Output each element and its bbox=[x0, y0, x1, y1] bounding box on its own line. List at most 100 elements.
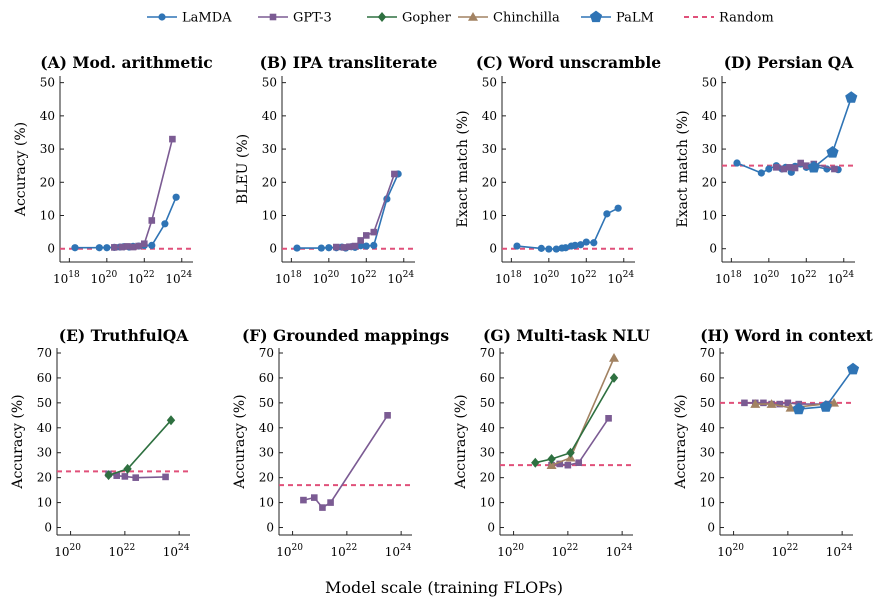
data-point bbox=[124, 243, 131, 250]
legend-label: GPT-3 bbox=[293, 11, 332, 26]
series-line bbox=[516, 207, 619, 250]
y-tick-label: 30 bbox=[480, 446, 495, 460]
y-tick-label: 70 bbox=[480, 346, 495, 360]
series-gopher bbox=[104, 415, 176, 481]
legend-marker bbox=[589, 10, 603, 23]
y-tick-label: 20 bbox=[480, 471, 495, 485]
y-tick-label: 20 bbox=[700, 471, 715, 485]
data-point bbox=[846, 362, 860, 375]
series-gpt-3 bbox=[333, 170, 398, 251]
data-point bbox=[845, 91, 858, 103]
y-tick-label: 60 bbox=[480, 371, 495, 385]
y-tick-label: 10 bbox=[482, 209, 497, 223]
data-point bbox=[577, 241, 585, 249]
data-point bbox=[293, 244, 301, 252]
x-tick-label: 1020 bbox=[54, 543, 81, 559]
series-line bbox=[755, 402, 835, 409]
data-point bbox=[562, 244, 570, 252]
y-tick-label: 30 bbox=[700, 446, 715, 460]
data-point bbox=[319, 504, 326, 511]
data-point bbox=[327, 499, 334, 506]
data-point bbox=[169, 135, 176, 143]
y-axis-label: BLEU (%) bbox=[235, 134, 251, 204]
data-point bbox=[172, 193, 180, 201]
y-tick-label: 10 bbox=[480, 496, 495, 510]
data-point bbox=[340, 244, 348, 251]
x-tick-label: 1024 bbox=[606, 543, 633, 559]
x-tick-label: 1020 bbox=[276, 543, 303, 559]
data-point bbox=[123, 463, 132, 474]
panel-title: (B) IPA transliterate bbox=[260, 53, 438, 72]
y-tick-label: 20 bbox=[702, 175, 717, 189]
data-point bbox=[166, 415, 176, 426]
x-tick-label: 1022 bbox=[570, 270, 597, 286]
x-tick-label: 1020 bbox=[90, 270, 117, 286]
data-point bbox=[552, 245, 560, 253]
data-point bbox=[750, 399, 761, 408]
y-tick-label: 30 bbox=[37, 446, 52, 460]
data-point bbox=[733, 159, 741, 167]
y-tick-label: 70 bbox=[700, 346, 715, 360]
y-tick-label: 20 bbox=[37, 471, 52, 485]
data-point bbox=[310, 494, 318, 501]
legend-marker bbox=[377, 12, 387, 22]
data-point bbox=[531, 457, 540, 468]
legend-label: Random bbox=[719, 11, 774, 26]
data-point bbox=[537, 244, 545, 252]
x-tick-label: 1020 bbox=[717, 543, 744, 559]
panel-f: (F) Grounded mappings0102030405060701020… bbox=[232, 326, 449, 559]
data-point bbox=[513, 242, 521, 250]
data-point bbox=[605, 415, 612, 422]
data-point bbox=[609, 372, 619, 383]
x-tick-label: 1020 bbox=[312, 270, 339, 286]
series-gpt-3 bbox=[300, 412, 391, 511]
data-point bbox=[391, 170, 398, 178]
y-axis-label: Accuracy (%) bbox=[232, 394, 248, 489]
series-line bbox=[108, 419, 172, 476]
y-tick-label: 20 bbox=[40, 175, 55, 189]
x-tick-label: 1022 bbox=[790, 270, 817, 286]
y-tick-label: 70 bbox=[259, 346, 274, 360]
data-point bbox=[118, 243, 126, 251]
data-point bbox=[556, 460, 564, 468]
data-point bbox=[545, 245, 553, 253]
x-tick-label: 1024 bbox=[827, 270, 854, 286]
y-tick-label: 40 bbox=[482, 109, 497, 123]
y-tick-label: 10 bbox=[702, 209, 717, 223]
series-chinchilla bbox=[546, 352, 619, 469]
x-tick-label: 1022 bbox=[108, 543, 135, 559]
data-point bbox=[802, 162, 810, 169]
series-lamda bbox=[71, 193, 180, 252]
x-tick-label: 1018 bbox=[275, 270, 302, 286]
y-axis-label: Exact match (%) bbox=[675, 110, 691, 227]
y-tick-label: 10 bbox=[262, 209, 277, 223]
data-point bbox=[547, 453, 556, 464]
y-axis-label: Accuracy (%) bbox=[453, 394, 469, 489]
series-palm bbox=[792, 362, 860, 415]
legend: LaMDA GPT-3 Gopher Chinchilla PaLM Random bbox=[147, 11, 774, 26]
data-point bbox=[325, 244, 333, 252]
data-point bbox=[161, 220, 169, 228]
y-tick-label: 50 bbox=[482, 76, 497, 90]
panel-title: (C) Word unscramble bbox=[476, 53, 661, 72]
legend-item-gopher: Gopher bbox=[367, 11, 452, 26]
x-tick-label: 1020 bbox=[532, 270, 559, 286]
legend-label: PaLM bbox=[616, 11, 654, 26]
data-point bbox=[362, 232, 370, 239]
series-line bbox=[551, 357, 615, 466]
y-tick-label: 60 bbox=[259, 371, 274, 385]
y-tick-label: 10 bbox=[259, 496, 274, 510]
y-tick-label: 40 bbox=[700, 421, 715, 435]
data-point bbox=[757, 169, 765, 177]
y-tick-label: 30 bbox=[262, 142, 277, 156]
x-tick-label: 1024 bbox=[163, 543, 190, 559]
panel-title: (F) Grounded mappings bbox=[242, 326, 449, 345]
y-tick-label: 40 bbox=[262, 109, 277, 123]
data-point bbox=[300, 496, 307, 504]
x-tick-label: 1022 bbox=[330, 543, 357, 559]
y-tick-label: 70 bbox=[37, 346, 52, 360]
x-tick-label: 1024 bbox=[826, 543, 853, 559]
legend-label: LaMDA bbox=[182, 11, 232, 26]
legend-label: Gopher bbox=[402, 11, 452, 26]
